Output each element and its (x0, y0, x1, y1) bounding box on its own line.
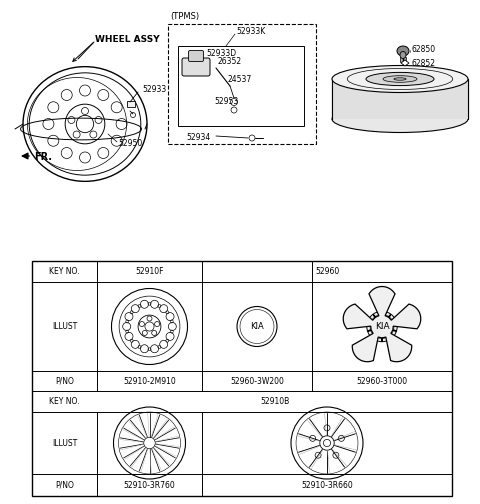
Polygon shape (332, 79, 468, 119)
Text: ILLUST: ILLUST (52, 322, 77, 331)
Text: 52960-3T000: 52960-3T000 (357, 376, 408, 386)
Text: 62852: 62852 (411, 58, 435, 68)
Circle shape (144, 437, 155, 449)
Ellipse shape (383, 76, 417, 82)
Text: KEY NO.: KEY NO. (49, 267, 80, 276)
Text: 62850: 62850 (411, 44, 435, 53)
Circle shape (320, 436, 334, 450)
Text: KIA: KIA (375, 322, 389, 331)
Ellipse shape (394, 78, 406, 80)
Text: (TPMS): (TPMS) (170, 12, 199, 21)
Text: 24537: 24537 (228, 76, 252, 85)
Bar (178, 46, 304, 126)
Text: 52934: 52934 (186, 134, 210, 143)
Text: 52910-2M910: 52910-2M910 (123, 376, 176, 386)
Text: 26352: 26352 (218, 57, 242, 67)
Circle shape (367, 311, 397, 342)
Text: FR.: FR. (34, 152, 52, 162)
Text: 52933: 52933 (142, 85, 166, 94)
Text: 52910-3R760: 52910-3R760 (124, 480, 175, 489)
Circle shape (370, 314, 394, 339)
Text: ILLUST: ILLUST (52, 438, 77, 448)
Text: 52910-3R660: 52910-3R660 (301, 480, 353, 489)
Ellipse shape (400, 51, 406, 58)
Ellipse shape (332, 66, 468, 93)
Text: P/NO: P/NO (55, 480, 74, 489)
FancyBboxPatch shape (189, 50, 204, 61)
Text: 52950: 52950 (118, 140, 142, 149)
Text: 52933D: 52933D (206, 49, 236, 58)
Ellipse shape (366, 73, 434, 86)
Polygon shape (343, 286, 421, 362)
Text: WHEEL ASSY: WHEEL ASSY (95, 34, 160, 43)
Ellipse shape (397, 46, 409, 56)
Polygon shape (401, 60, 409, 66)
Text: KIA: KIA (250, 322, 264, 331)
Text: KEY NO.: KEY NO. (49, 397, 80, 406)
Text: 52933K: 52933K (236, 28, 265, 36)
Bar (32, 261, 452, 496)
Text: 52953: 52953 (214, 97, 238, 106)
Circle shape (65, 104, 105, 144)
Circle shape (76, 115, 94, 133)
Bar (400, 57, 406, 62)
Ellipse shape (332, 105, 468, 133)
Bar (168, 24, 316, 144)
Text: 52960: 52960 (315, 267, 339, 276)
Text: 52910F: 52910F (135, 267, 164, 276)
Text: 52960-3W200: 52960-3W200 (230, 376, 284, 386)
Text: P/NO: P/NO (55, 376, 74, 386)
FancyBboxPatch shape (182, 58, 210, 76)
Text: 52910B: 52910B (260, 397, 289, 406)
Bar (127, 101, 135, 107)
